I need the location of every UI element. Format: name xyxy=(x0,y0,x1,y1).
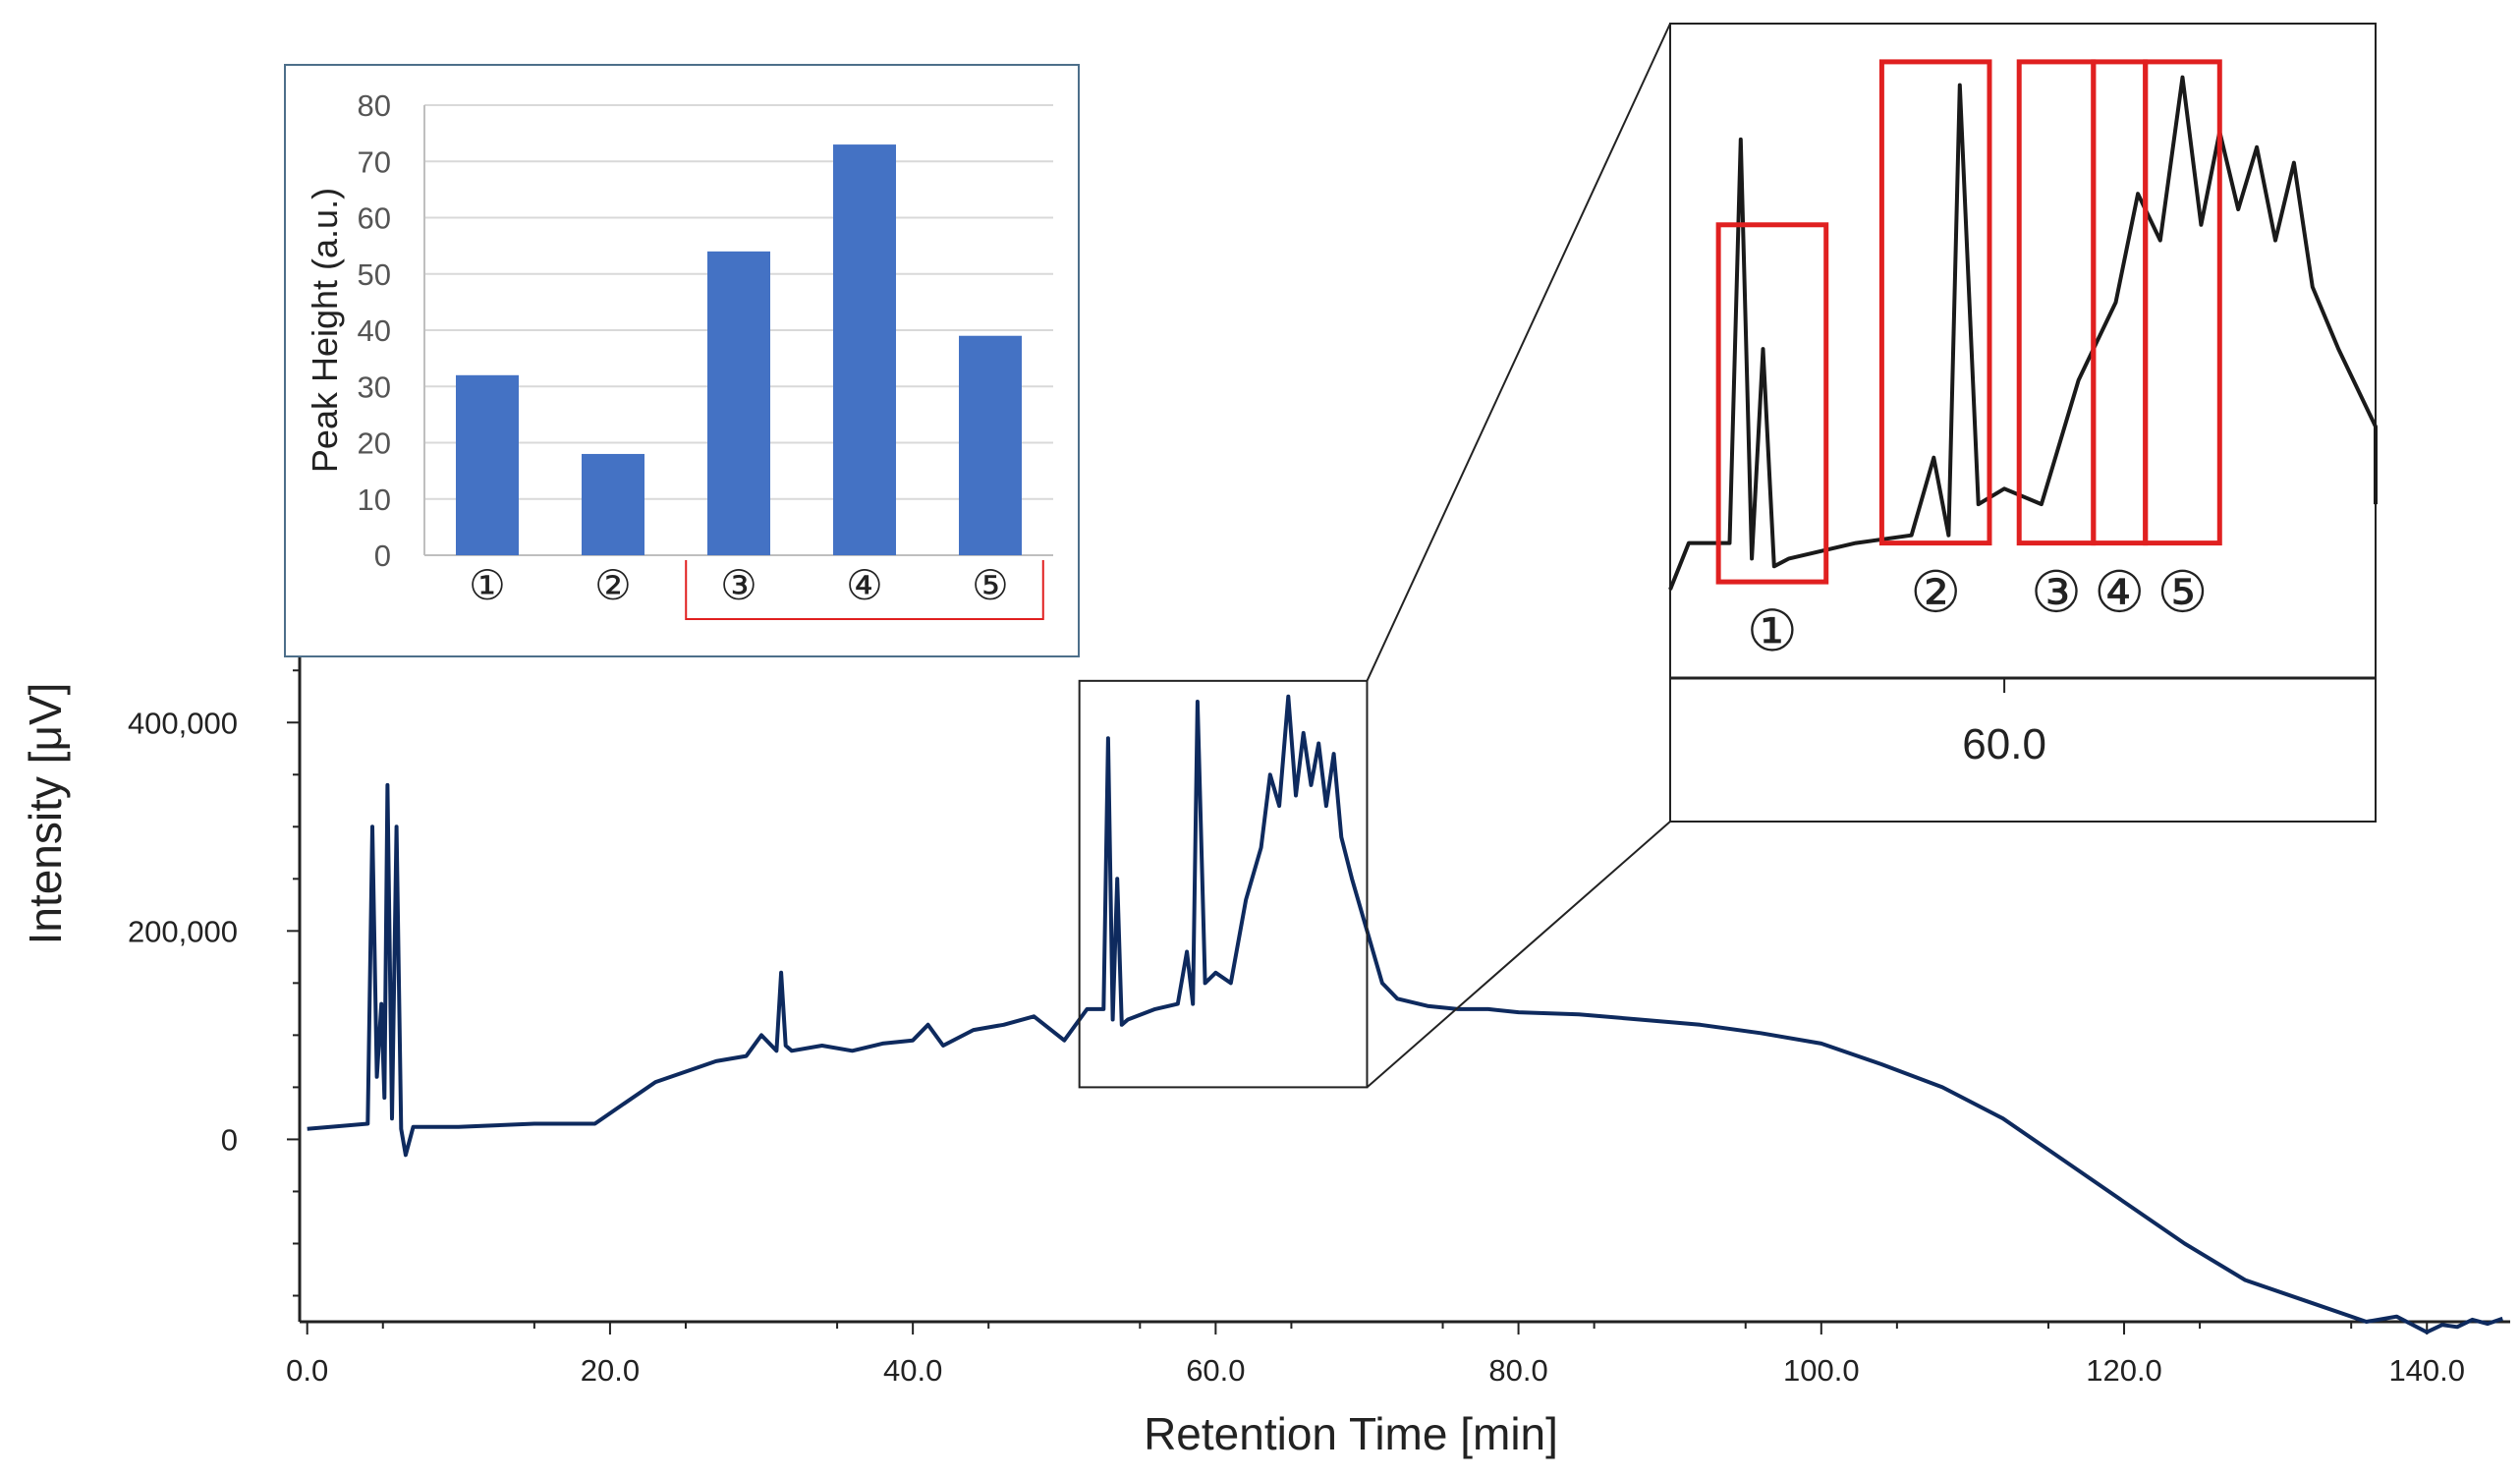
peak-box xyxy=(1715,222,1829,585)
peak-label: ⑤ xyxy=(2156,561,2208,625)
peak-label: ② xyxy=(1910,561,1961,625)
peak-label: ④ xyxy=(2094,561,2145,625)
zoom-region-box xyxy=(1078,679,1369,1089)
bar xyxy=(959,335,1022,555)
zoom-inset-frame xyxy=(1669,23,2377,823)
bar-y-tick-label: 70 xyxy=(358,144,391,179)
bar-y-tick-label: 40 xyxy=(358,313,391,348)
bar-category-label: ① xyxy=(469,562,506,608)
x-tick-label: 40.0 xyxy=(883,1353,942,1388)
bar xyxy=(707,251,770,555)
bar-category-label: ④ xyxy=(846,562,883,608)
x-tick-label: 120.0 xyxy=(2086,1353,2162,1388)
category-bracket xyxy=(685,560,1044,620)
bar-category-label: ② xyxy=(594,562,632,608)
bar-y-axis-label: Peak Height (a.u.) xyxy=(305,188,345,473)
x-tick-label: 80.0 xyxy=(1488,1353,1547,1388)
bar-category-label: ⑤ xyxy=(972,562,1009,608)
bar-y-tick-label: 20 xyxy=(358,426,391,461)
x-tick-label: 60.0 xyxy=(1186,1353,1245,1388)
zoom-chromatogram-trace xyxy=(1668,75,2378,591)
bar xyxy=(582,453,644,555)
y-tick-label: 200,000 xyxy=(128,914,238,948)
zoom-connector-line xyxy=(1366,23,1671,682)
bar-y-tick-label: 60 xyxy=(358,201,391,236)
zoom-inset-chart: ① ② ③ ④ ⑤ 60.0 xyxy=(1668,23,2378,823)
zoom-x-tick-label: 60.0 xyxy=(1962,720,2046,768)
peak-box xyxy=(1878,59,1992,546)
chromatogram-trace xyxy=(307,694,2503,1335)
main-y-axis-label: Intensity [μV] xyxy=(20,683,71,945)
bar-y-tick-label: 80 xyxy=(358,88,391,123)
bar-y-tick-label: 50 xyxy=(358,257,391,292)
bar-inset-frame xyxy=(284,64,1080,657)
bar xyxy=(456,374,519,555)
peak-box xyxy=(2143,59,2222,546)
bar-y-tick-label: 10 xyxy=(358,483,391,517)
peak-label: ③ xyxy=(2031,561,2082,625)
bar-y-tick-label: 0 xyxy=(374,539,391,573)
peak-height-bar-inset: 0 10 20 30 40 50 60 70 80 ① ② ③ ④ ⑤ Peak Height (a.u… xyxy=(284,64,1080,657)
bar-category-label: ③ xyxy=(720,562,757,608)
main-chromatogram-chart: 0.0 20.0 40.0 60.0 80.0 100.0 120.0 140.0 0 200,0… xyxy=(20,23,2510,1459)
x-tick-label: 20.0 xyxy=(581,1353,640,1388)
y-tick-label: 0 xyxy=(221,1122,238,1157)
zoom-connector-line xyxy=(1366,821,1671,1089)
y-tick-label: 400,000 xyxy=(128,706,238,740)
main-x-axis-label: Retention Time [min] xyxy=(1144,1408,1558,1459)
x-tick-label: 100.0 xyxy=(1783,1353,1860,1388)
peak-label: ① xyxy=(1747,599,1798,663)
bar-y-tick-label: 30 xyxy=(358,369,391,404)
x-tick-label: 0.0 xyxy=(286,1353,328,1388)
bar xyxy=(833,144,896,555)
x-tick-label: 140.0 xyxy=(2388,1353,2465,1388)
